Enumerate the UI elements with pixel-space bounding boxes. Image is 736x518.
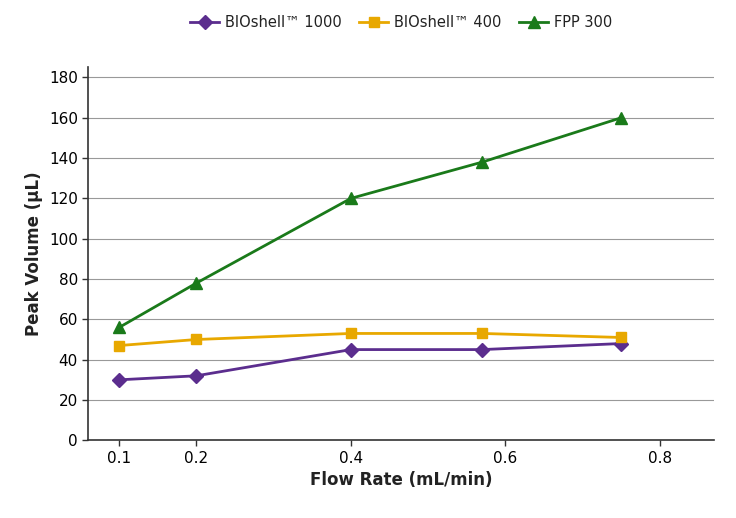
BIOshell™ 400 xyxy=(478,330,486,337)
FPP 300 xyxy=(478,159,486,165)
Line: FPP 300: FPP 300 xyxy=(113,111,628,334)
BIOshell™ 1000 xyxy=(347,347,355,353)
BIOshell™ 1000 xyxy=(478,347,486,353)
BIOshell™ 1000 xyxy=(617,340,626,347)
FPP 300 xyxy=(347,195,355,202)
BIOshell™ 400 xyxy=(347,330,355,337)
BIOshell™ 400 xyxy=(192,336,201,342)
Line: BIOshell™ 400: BIOshell™ 400 xyxy=(114,328,626,350)
FPP 300 xyxy=(617,114,626,121)
Line: BIOshell™ 1000: BIOshell™ 1000 xyxy=(114,339,626,385)
BIOshell™ 1000 xyxy=(115,377,124,383)
FPP 300 xyxy=(192,280,201,286)
FPP 300 xyxy=(115,324,124,330)
X-axis label: Flow Rate (mL/min): Flow Rate (mL/min) xyxy=(310,471,492,490)
BIOshell™ 1000 xyxy=(192,372,201,379)
Legend: BIOshell™ 1000, BIOshell™ 400, FPP 300: BIOshell™ 1000, BIOshell™ 400, FPP 300 xyxy=(190,15,612,30)
BIOshell™ 400 xyxy=(617,335,626,341)
Y-axis label: Peak Volume (µL): Peak Volume (µL) xyxy=(25,171,43,336)
BIOshell™ 400 xyxy=(115,342,124,349)
